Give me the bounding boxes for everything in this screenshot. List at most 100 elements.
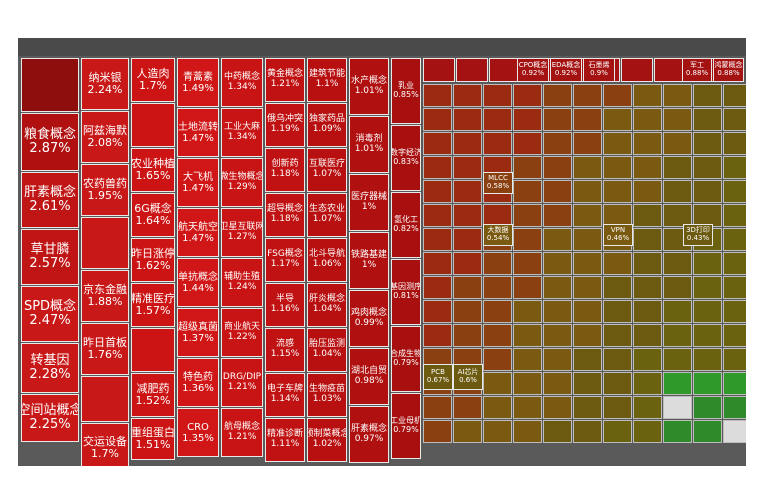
treemap-tile[interactable] (81, 217, 129, 269)
treemap-tile[interactable]: 铁路基建 1% (349, 232, 389, 289)
treemap-tile[interactable]: FSG概念 1.17% (265, 238, 305, 282)
treemap-tile[interactable]: 超级真菌 1.37% (177, 308, 219, 357)
treemap-cell[interactable] (693, 372, 722, 395)
treemap-tile[interactable]: 人造肉 1.7% (131, 58, 175, 102)
treemap-cell[interactable] (483, 108, 512, 131)
treemap-cell[interactable] (543, 180, 572, 203)
treemap-tile[interactable] (621, 58, 653, 82)
treemap-tile[interactable]: 青蒿素 1.49% (177, 58, 219, 107)
treemap-tile[interactable]: 胎压监测 1.04% (307, 328, 347, 372)
treemap-cell[interactable] (513, 180, 542, 203)
treemap-tile[interactable]: 创新药 1.18% (265, 148, 305, 192)
treemap-cell[interactable] (453, 84, 482, 107)
treemap-cell[interactable] (423, 420, 452, 443)
treemap-cell[interactable] (603, 132, 632, 155)
treemap-tile[interactable]: 肝素概念 2.61% (21, 172, 79, 228)
treemap-tile[interactable]: 交运设备 1.7% (81, 423, 129, 466)
treemap-cell[interactable] (663, 204, 692, 227)
treemap-cell[interactable] (603, 372, 632, 395)
treemap-tile[interactable]: 航天航空 1.47% (177, 208, 219, 257)
treemap-tile[interactable]: 电子车牌 1.14% (265, 373, 305, 417)
treemap-cell[interactable] (543, 252, 572, 275)
treemap-cell[interactable] (573, 132, 602, 155)
treemap-cell[interactable] (543, 84, 572, 107)
treemap-tile[interactable]: 生态农业 1.07% (307, 193, 347, 237)
treemap-cell[interactable] (633, 204, 662, 227)
treemap-cell[interactable] (423, 300, 452, 323)
treemap-tile[interactable]: 鸿蒙概念 0.88% (713, 58, 744, 82)
treemap-cell[interactable] (543, 372, 572, 395)
treemap-cell[interactable] (573, 372, 602, 395)
treemap-tile[interactable]: 消毒剂 1.01% (349, 116, 389, 173)
treemap-tile[interactable] (131, 328, 175, 372)
treemap-tile[interactable]: CRO 1.35% (177, 408, 219, 457)
treemap-tile[interactable]: AI芯片 0.6% (453, 364, 483, 390)
treemap-cell[interactable] (633, 132, 662, 155)
treemap-tile[interactable]: 军工 0.88% (682, 58, 712, 82)
treemap-cell[interactable] (723, 180, 746, 203)
treemap-cell[interactable] (693, 108, 722, 131)
treemap-cell[interactable] (543, 300, 572, 323)
treemap-cell[interactable] (693, 252, 722, 275)
treemap-cell[interactable] (543, 348, 572, 371)
treemap-tile[interactable]: 农业种植 1.65% (131, 148, 175, 192)
treemap-tile[interactable]: 湖北自贸 0.98% (349, 348, 389, 405)
treemap-cell[interactable] (603, 324, 632, 347)
treemap-tile[interactable]: 土地流转 1.47% (177, 108, 219, 157)
treemap-cell[interactable] (453, 108, 482, 131)
treemap-tile[interactable] (423, 58, 455, 82)
treemap-cell[interactable] (513, 84, 542, 107)
treemap-cell[interactable] (543, 108, 572, 131)
treemap-cell[interactable] (453, 156, 482, 179)
treemap-tile[interactable]: 粮食概念 2.87% (21, 113, 79, 171)
treemap-tile[interactable]: 精准诊断 1.11% (265, 418, 305, 462)
treemap-cell[interactable] (723, 252, 746, 275)
treemap-tile[interactable]: 生物疫苗 1.03% (307, 373, 347, 417)
treemap-tile[interactable]: 数字经济 0.83% (391, 125, 421, 191)
treemap-cell[interactable] (723, 156, 746, 179)
treemap-cell[interactable] (663, 180, 692, 203)
treemap-cell[interactable] (573, 108, 602, 131)
treemap-cell[interactable] (513, 348, 542, 371)
treemap-tile[interactable]: 工业母机 0.79% (391, 393, 421, 459)
treemap-cell[interactable] (723, 324, 746, 347)
treemap-cell[interactable] (513, 420, 542, 443)
treemap-tile[interactable] (131, 103, 175, 147)
treemap-cell[interactable] (693, 156, 722, 179)
treemap-cell[interactable] (573, 276, 602, 299)
treemap-cell[interactable] (603, 180, 632, 203)
treemap-cell[interactable] (423, 108, 452, 131)
treemap-cell[interactable] (723, 396, 746, 419)
treemap-cell[interactable] (483, 84, 512, 107)
treemap-cell[interactable] (573, 324, 602, 347)
treemap-tile[interactable]: 北斗导航 1.06% (307, 238, 347, 282)
treemap-cell[interactable] (483, 396, 512, 419)
treemap-cell[interactable] (603, 156, 632, 179)
treemap-cell[interactable] (513, 324, 542, 347)
treemap-cell[interactable] (513, 372, 542, 395)
treemap-cell[interactable] (633, 372, 662, 395)
treemap-cell[interactable] (603, 108, 632, 131)
treemap-cell[interactable] (603, 300, 632, 323)
treemap-cell[interactable] (573, 300, 602, 323)
treemap-tile[interactable] (81, 376, 129, 422)
treemap-cell[interactable] (453, 324, 482, 347)
treemap-cell[interactable] (693, 276, 722, 299)
treemap-cell[interactable] (453, 180, 482, 203)
treemap-tile[interactable]: 微生物概念 1.29% (221, 158, 263, 207)
treemap-cell[interactable] (483, 372, 512, 395)
treemap-cell[interactable] (453, 276, 482, 299)
treemap-cell[interactable] (573, 156, 602, 179)
treemap-cell[interactable] (663, 348, 692, 371)
treemap-cell[interactable] (513, 132, 542, 155)
treemap-cell[interactable] (663, 84, 692, 107)
treemap-cell[interactable] (453, 132, 482, 155)
treemap-tile[interactable]: SPD概念 2.47% (21, 286, 79, 342)
treemap-cell[interactable] (633, 252, 662, 275)
treemap-cell[interactable] (603, 420, 632, 443)
treemap-cell[interactable] (663, 132, 692, 155)
treemap-cell[interactable] (543, 324, 572, 347)
treemap-cell[interactable] (513, 204, 542, 227)
treemap-tile[interactable]: 石墨烯 0.9% (583, 58, 615, 82)
treemap-tile[interactable]: 水产概念 1.01% (349, 58, 389, 115)
